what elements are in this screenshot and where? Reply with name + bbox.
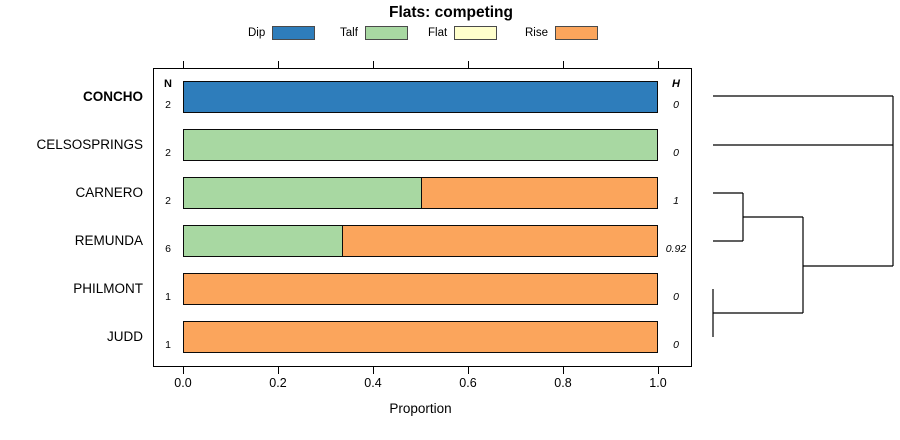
h-value: 0 (673, 339, 679, 351)
x-axis-tick-label: 0.2 (269, 376, 287, 390)
legend-swatch-dip (272, 26, 316, 40)
row-label: REMUNDA (74, 233, 143, 248)
h-value: 0 (673, 291, 679, 303)
n-value: 2 (165, 195, 171, 207)
legend-swatch-talf (364, 26, 408, 40)
h-value: 0 (673, 147, 679, 159)
h-column-header: H (672, 78, 680, 90)
x-axis-tick-top (183, 61, 184, 68)
h-value: 1 (673, 195, 679, 207)
bar-segment-talf (184, 178, 421, 208)
bar-segment-dip (184, 82, 657, 112)
legend-item-dip: Dip (248, 26, 316, 40)
n-value: 2 (165, 99, 171, 111)
chart-title: Flats: competing (388, 4, 513, 21)
bar-segment-rise (184, 322, 657, 352)
x-axis-tick-top (278, 61, 279, 68)
x-axis-tick-label: 1.0 (649, 376, 667, 390)
bar-celsosprings (183, 129, 658, 161)
x-axis-tick-bottom (278, 367, 279, 374)
legend-swatch-flat (454, 26, 498, 40)
bar-remunda (183, 225, 658, 257)
x-axis-tick-label: 0.4 (364, 376, 382, 390)
x-axis-tick-top (373, 61, 374, 68)
row-label: CELSOSPRINGS (36, 137, 143, 152)
legend-label: Dip (248, 27, 266, 39)
bar-concho (183, 81, 658, 113)
x-axis-label: Proportion (389, 401, 452, 416)
row-label: CARNERO (75, 185, 143, 200)
bar-segment-talf (184, 130, 657, 160)
legend-item-rise: Rise (525, 26, 599, 40)
plot-frame (153, 68, 692, 367)
n-value: 1 (165, 291, 171, 303)
x-axis-tick-label: 0.0 (174, 376, 192, 390)
x-axis-tick-top (468, 61, 469, 68)
legend-label: Talf (340, 27, 358, 39)
x-axis-tick-bottom (468, 367, 469, 374)
row-label: JUDD (107, 329, 143, 344)
bar-segment-rise (341, 226, 657, 256)
x-axis-tick-bottom (563, 367, 564, 374)
x-axis-tick-label: 0.8 (554, 376, 572, 390)
legend-label: Flat (428, 27, 448, 39)
legend-swatch-rise (555, 26, 599, 40)
x-axis-tick-bottom (658, 367, 659, 374)
bar-segment-rise (184, 274, 657, 304)
x-axis-tick-bottom (183, 367, 184, 374)
legend-item-talf: Talf (340, 26, 408, 40)
x-axis-tick-bottom (373, 367, 374, 374)
x-axis-tick-label: 0.6 (459, 376, 477, 390)
bar-philmont (183, 273, 658, 305)
h-value: 0 (673, 99, 679, 111)
row-label: PHILMONT (73, 281, 143, 296)
bar-segment-talf (184, 226, 342, 256)
n-column-header: N (164, 78, 172, 90)
bar-segment-rise (420, 178, 657, 208)
legend-label: Rise (525, 27, 549, 39)
n-value: 6 (165, 243, 171, 255)
row-label: CONCHO (83, 89, 143, 104)
n-value: 2 (165, 147, 171, 159)
bar-judd (183, 321, 658, 353)
x-axis-tick-top (658, 61, 659, 68)
legend-item-flat: Flat (428, 26, 498, 40)
x-axis-tick-top (563, 61, 564, 68)
bar-carnero (183, 177, 658, 209)
h-value: 0.92 (665, 243, 687, 255)
n-value: 1 (165, 339, 171, 351)
